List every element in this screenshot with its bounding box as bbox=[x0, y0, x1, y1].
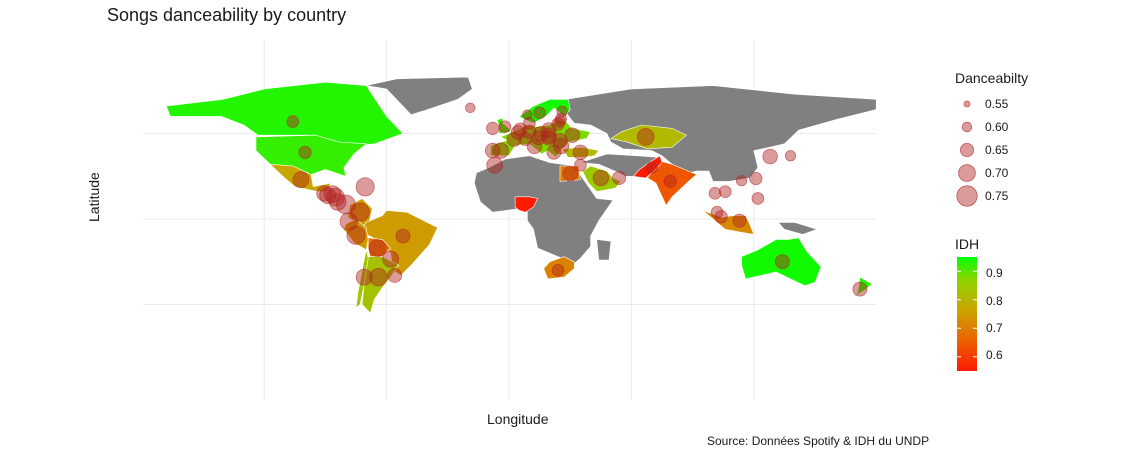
idh-colorbar bbox=[957, 257, 977, 371]
country-new-zealand bbox=[851, 276, 873, 298]
danceability-point-vietnam bbox=[718, 185, 732, 198]
y-axis-label: Latitude bbox=[86, 172, 102, 222]
country-saudi-arabia bbox=[582, 165, 622, 192]
no-data-landmass bbox=[777, 222, 818, 235]
danceability-point-canada bbox=[286, 115, 300, 128]
danceability-point-el-salvador bbox=[319, 187, 337, 204]
danceability-point-iceland bbox=[465, 102, 476, 114]
danceability-point-mexico bbox=[292, 171, 310, 189]
danceability-point-chile bbox=[355, 268, 373, 286]
danceability-point-philippines bbox=[751, 192, 765, 205]
danceability-point-indonesia bbox=[732, 213, 747, 228]
danceability-point-pakistan bbox=[645, 161, 658, 174]
danceability-point-portugal bbox=[484, 142, 501, 159]
danceability-point-thailand bbox=[708, 187, 722, 200]
danceability-point-kazakhstan bbox=[636, 128, 655, 146]
danceability-point-hungary bbox=[541, 130, 557, 146]
country-south-africa bbox=[543, 256, 575, 280]
size-legend bbox=[956, 100, 978, 207]
color-legend-label: 0.7 bbox=[986, 321, 1003, 335]
danceability-point-morocco bbox=[486, 156, 504, 174]
size-legend-key bbox=[961, 121, 973, 133]
danceability-point-bolivia bbox=[368, 239, 387, 257]
danceability-point-ecuador bbox=[339, 212, 359, 231]
chart-title: Songs danceability by country bbox=[107, 5, 347, 25]
size-legend-label: 0.75 bbox=[985, 189, 1009, 203]
danceability-point-argentina bbox=[369, 267, 388, 287]
danceability-point-south-korea bbox=[762, 148, 778, 165]
country-pakistan bbox=[632, 155, 663, 179]
danceability-point-australia bbox=[774, 254, 790, 270]
country-kazakhstan bbox=[610, 124, 688, 150]
color-legend-title: IDH bbox=[955, 236, 980, 252]
map-landmasses bbox=[366, 76, 877, 264]
country-uk bbox=[496, 117, 512, 134]
map-countries bbox=[165, 81, 873, 314]
country-turkey bbox=[561, 146, 600, 158]
danceability-point-czech-republic bbox=[532, 126, 549, 142]
danceability-point-israel bbox=[574, 158, 587, 172]
idh-colorbar-ticks bbox=[957, 270, 977, 358]
country-chile bbox=[355, 249, 369, 309]
danceability-point-germany bbox=[522, 124, 537, 139]
danceability-point-united-arab-emirates bbox=[612, 170, 627, 185]
danceability-points bbox=[286, 102, 868, 297]
size-legend-label: 0.65 bbox=[985, 143, 1009, 157]
danceability-point-brazil bbox=[395, 228, 411, 244]
size-legend-label: 0.70 bbox=[985, 166, 1009, 180]
size-legend-key bbox=[958, 164, 976, 182]
size-legend-title: Danceabilty bbox=[955, 70, 1029, 86]
source-caption: Source: Données Spotify & IDH du UNDP bbox=[707, 434, 930, 448]
danceability-point-new-zealand bbox=[852, 281, 868, 297]
danceability-point-france bbox=[506, 132, 522, 147]
color-legend-label: 0.8 bbox=[986, 294, 1003, 308]
danceability-point-japan bbox=[784, 150, 797, 162]
no-data-landmass bbox=[565, 85, 877, 182]
danceability-point-paraguay bbox=[382, 250, 400, 268]
no-data-landmass bbox=[596, 239, 612, 261]
danceability-point-egypt bbox=[562, 165, 578, 182]
size-legend-label: 0.60 bbox=[985, 120, 1009, 134]
danceability-point-ukraine bbox=[564, 127, 580, 143]
size-legend-key bbox=[963, 100, 971, 108]
country-indonesia bbox=[702, 210, 755, 235]
danceability-point-united-states bbox=[298, 145, 312, 159]
color-legend-label: 0.6 bbox=[986, 348, 1003, 362]
danceability-point-india bbox=[663, 174, 677, 188]
danceability-point-united-kingdom bbox=[498, 120, 512, 133]
color-legend-label: 0.9 bbox=[986, 266, 1003, 280]
danceability-point-taiwan bbox=[749, 171, 763, 186]
danceability-point-colombia bbox=[350, 202, 370, 222]
country-australia bbox=[741, 237, 822, 287]
x-axis-label: Longitude bbox=[487, 411, 549, 427]
danceability-point-ireland bbox=[486, 121, 500, 135]
danceability-point-dominican-republic bbox=[355, 177, 375, 197]
danceability-point-uruguay bbox=[387, 268, 403, 283]
danceability-point-spain bbox=[492, 142, 509, 159]
danceability-point-hong-kong bbox=[735, 175, 748, 187]
danceability-point-costa-rica bbox=[328, 193, 347, 211]
danceability-point-south-africa bbox=[551, 263, 565, 277]
danceability-point-peru bbox=[346, 225, 366, 245]
danceability-point-greece bbox=[546, 144, 562, 160]
country-europe-core bbox=[490, 119, 592, 158]
country-canada bbox=[165, 81, 404, 148]
danceability-point-singapore bbox=[714, 210, 728, 224]
size-legend-key bbox=[960, 142, 975, 157]
no-data-landmass bbox=[366, 76, 473, 116]
size-legend-key bbox=[956, 185, 978, 207]
country-nigeria bbox=[514, 196, 539, 213]
size-legend-label: 0.55 bbox=[985, 97, 1009, 111]
danceability-point-sweden bbox=[533, 106, 546, 120]
danceability-point-saudi-arabia bbox=[592, 169, 609, 187]
no-data-landmass bbox=[473, 155, 614, 264]
danceability-point-turkey bbox=[572, 144, 589, 161]
danceability-point-estonia bbox=[555, 112, 567, 125]
danceability-point-italy bbox=[526, 138, 543, 155]
country-egypt bbox=[559, 165, 581, 182]
